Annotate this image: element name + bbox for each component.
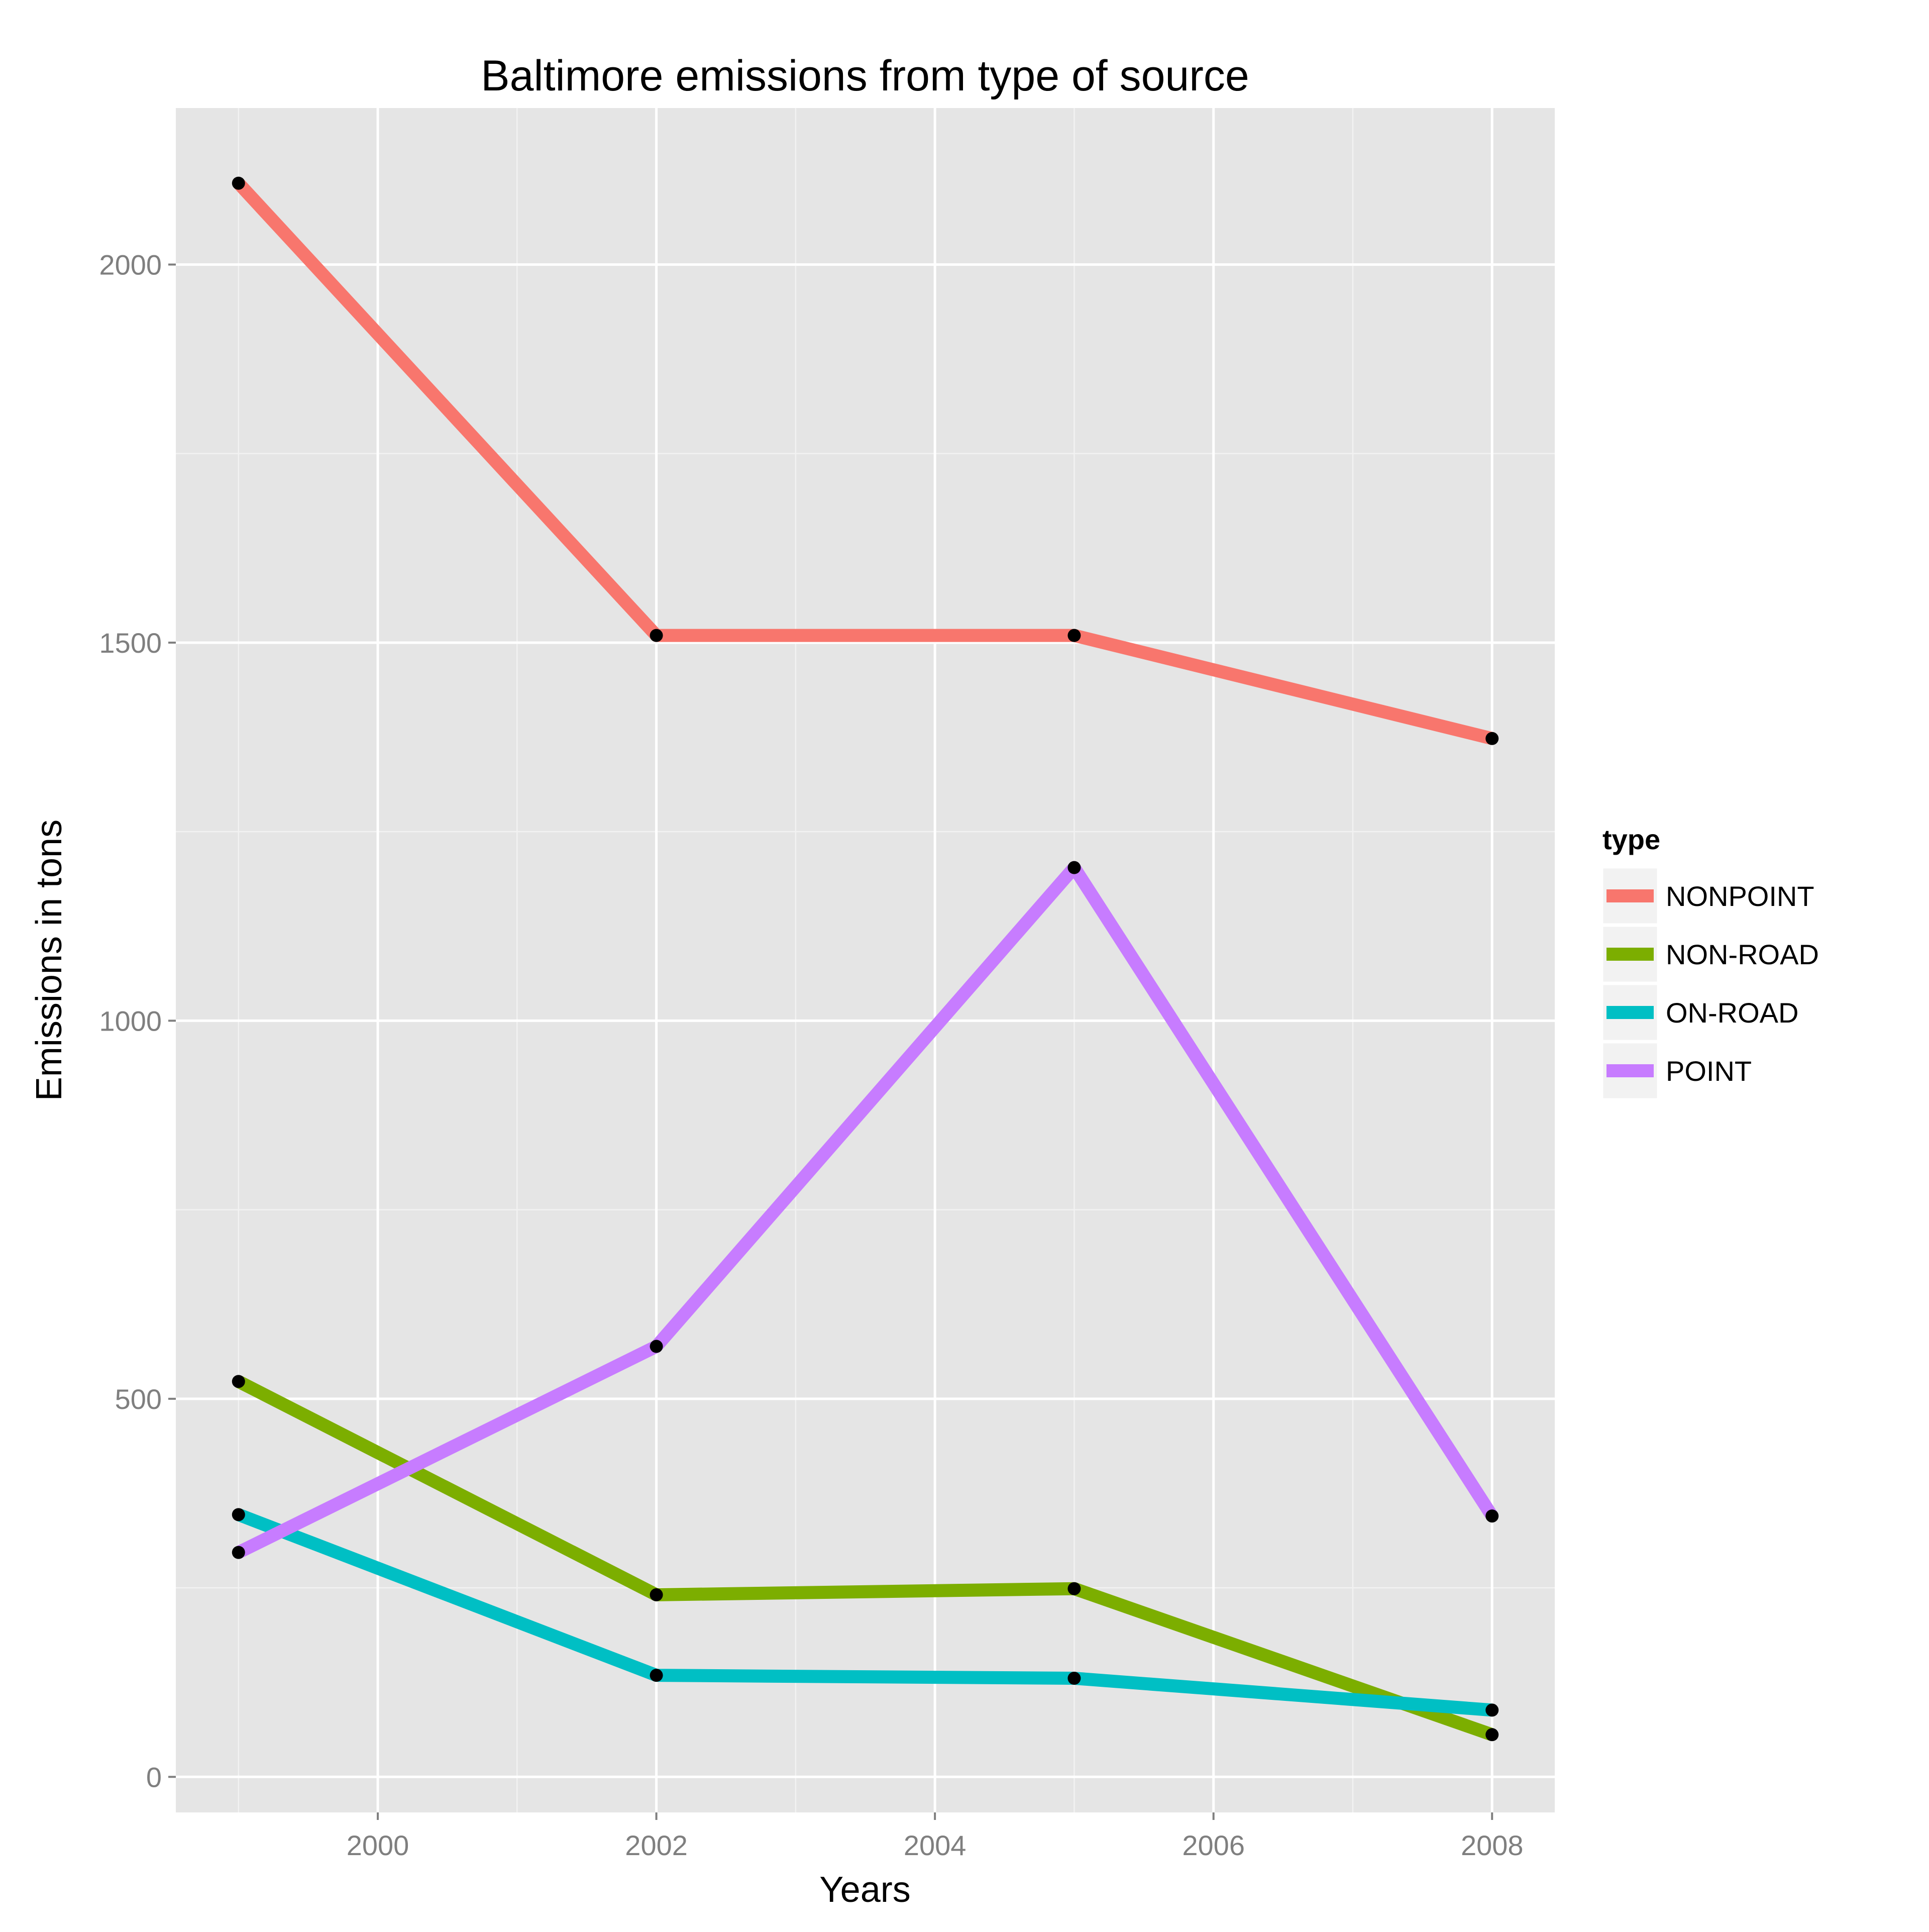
x-axis: 2000 2002 2004 2006 2008: [347, 1812, 1524, 1861]
data-point-non-road: [232, 1375, 245, 1388]
y-axis-tick-label: 0: [146, 1761, 162, 1793]
legend-label-on-road: ON-ROAD: [1666, 997, 1798, 1029]
chart-title: Baltimore emissions from type of source: [481, 52, 1249, 100]
x-axis-title: Years: [819, 1870, 910, 1910]
series-line-nonpoint: [234, 178, 1494, 745]
data-point-nonpoint: [650, 629, 663, 642]
data-point-on-road: [650, 1669, 663, 1682]
series-line-point: [236, 861, 1498, 1559]
data-point-on-road: [232, 1508, 245, 1521]
y-axis: 0 500 1000 1500 2000: [99, 249, 176, 1793]
data-point-non-road: [650, 1588, 663, 1601]
data-point-non-road: [1067, 1582, 1081, 1595]
data-point-on-road: [1067, 1672, 1081, 1685]
data-point-nonpoint: [1067, 629, 1081, 642]
y-axis-tick-label: 2000: [99, 249, 162, 281]
legend-label-non-road: NON-ROAD: [1666, 939, 1819, 970]
data-point-non-road: [1485, 1728, 1499, 1742]
y-axis-title: Emissions in tons: [29, 820, 69, 1101]
series-lines: [234, 178, 1498, 1741]
data-point-point: [1485, 1509, 1499, 1523]
y-axis-tick-label: 1500: [99, 627, 162, 659]
data-point-point: [650, 1340, 663, 1353]
data-point-on-road: [1485, 1703, 1499, 1717]
x-axis-tick-label: 2008: [1461, 1829, 1524, 1861]
major-gridlines: [176, 108, 1555, 1812]
x-axis-tick-label: 2004: [904, 1829, 967, 1861]
series-line-non-road: [235, 1375, 1494, 1741]
legend-title: type: [1602, 824, 1660, 855]
data-point-nonpoint: [1485, 732, 1499, 745]
data-point-nonpoint: [232, 176, 245, 190]
data-point-point: [232, 1546, 245, 1559]
y-axis-tick-label: 500: [115, 1383, 162, 1415]
legend-label-nonpoint: NONPOINT: [1666, 880, 1814, 912]
series-points: [232, 176, 1499, 1742]
legend-label-point: POINT: [1666, 1055, 1752, 1087]
legend: type NONPOINT NON-ROAD ON-ROAD POINT: [1601, 824, 1819, 1100]
data-point-point: [1067, 861, 1081, 874]
x-axis-tick-label: 2000: [347, 1829, 409, 1861]
x-axis-tick-label: 2006: [1182, 1829, 1245, 1861]
y-axis-tick-label: 1000: [99, 1005, 162, 1037]
plot-panel: [176, 108, 1555, 1812]
series-line-on-road: [236, 1508, 1493, 1717]
x-axis-tick-label: 2002: [625, 1829, 688, 1861]
